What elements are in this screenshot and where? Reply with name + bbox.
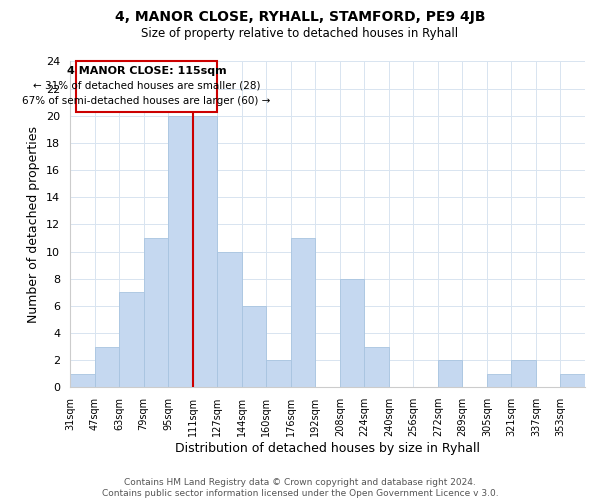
FancyBboxPatch shape <box>76 62 217 112</box>
Bar <box>193 116 217 387</box>
Bar <box>143 238 168 387</box>
Bar <box>438 360 463 387</box>
Text: Contains HM Land Registry data © Crown copyright and database right 2024.
Contai: Contains HM Land Registry data © Crown c… <box>101 478 499 498</box>
Bar <box>119 292 143 387</box>
X-axis label: Distribution of detached houses by size in Ryhall: Distribution of detached houses by size … <box>175 442 480 455</box>
Bar <box>266 360 291 387</box>
Bar <box>340 278 364 387</box>
Text: 67% of semi-detached houses are larger (60) →: 67% of semi-detached houses are larger (… <box>22 96 271 106</box>
Bar <box>511 360 536 387</box>
Bar <box>95 346 119 387</box>
Bar <box>364 346 389 387</box>
Text: ← 31% of detached houses are smaller (28): ← 31% of detached houses are smaller (28… <box>33 81 260 91</box>
Text: Size of property relative to detached houses in Ryhall: Size of property relative to detached ho… <box>142 28 458 40</box>
Y-axis label: Number of detached properties: Number of detached properties <box>28 126 40 323</box>
Bar <box>168 116 193 387</box>
Bar <box>70 374 95 387</box>
Bar <box>487 374 511 387</box>
Bar <box>291 238 315 387</box>
Bar <box>242 306 266 387</box>
Bar <box>560 374 585 387</box>
Bar <box>217 252 242 387</box>
Text: 4, MANOR CLOSE, RYHALL, STAMFORD, PE9 4JB: 4, MANOR CLOSE, RYHALL, STAMFORD, PE9 4J… <box>115 10 485 24</box>
Text: 4 MANOR CLOSE: 115sqm: 4 MANOR CLOSE: 115sqm <box>67 66 226 76</box>
